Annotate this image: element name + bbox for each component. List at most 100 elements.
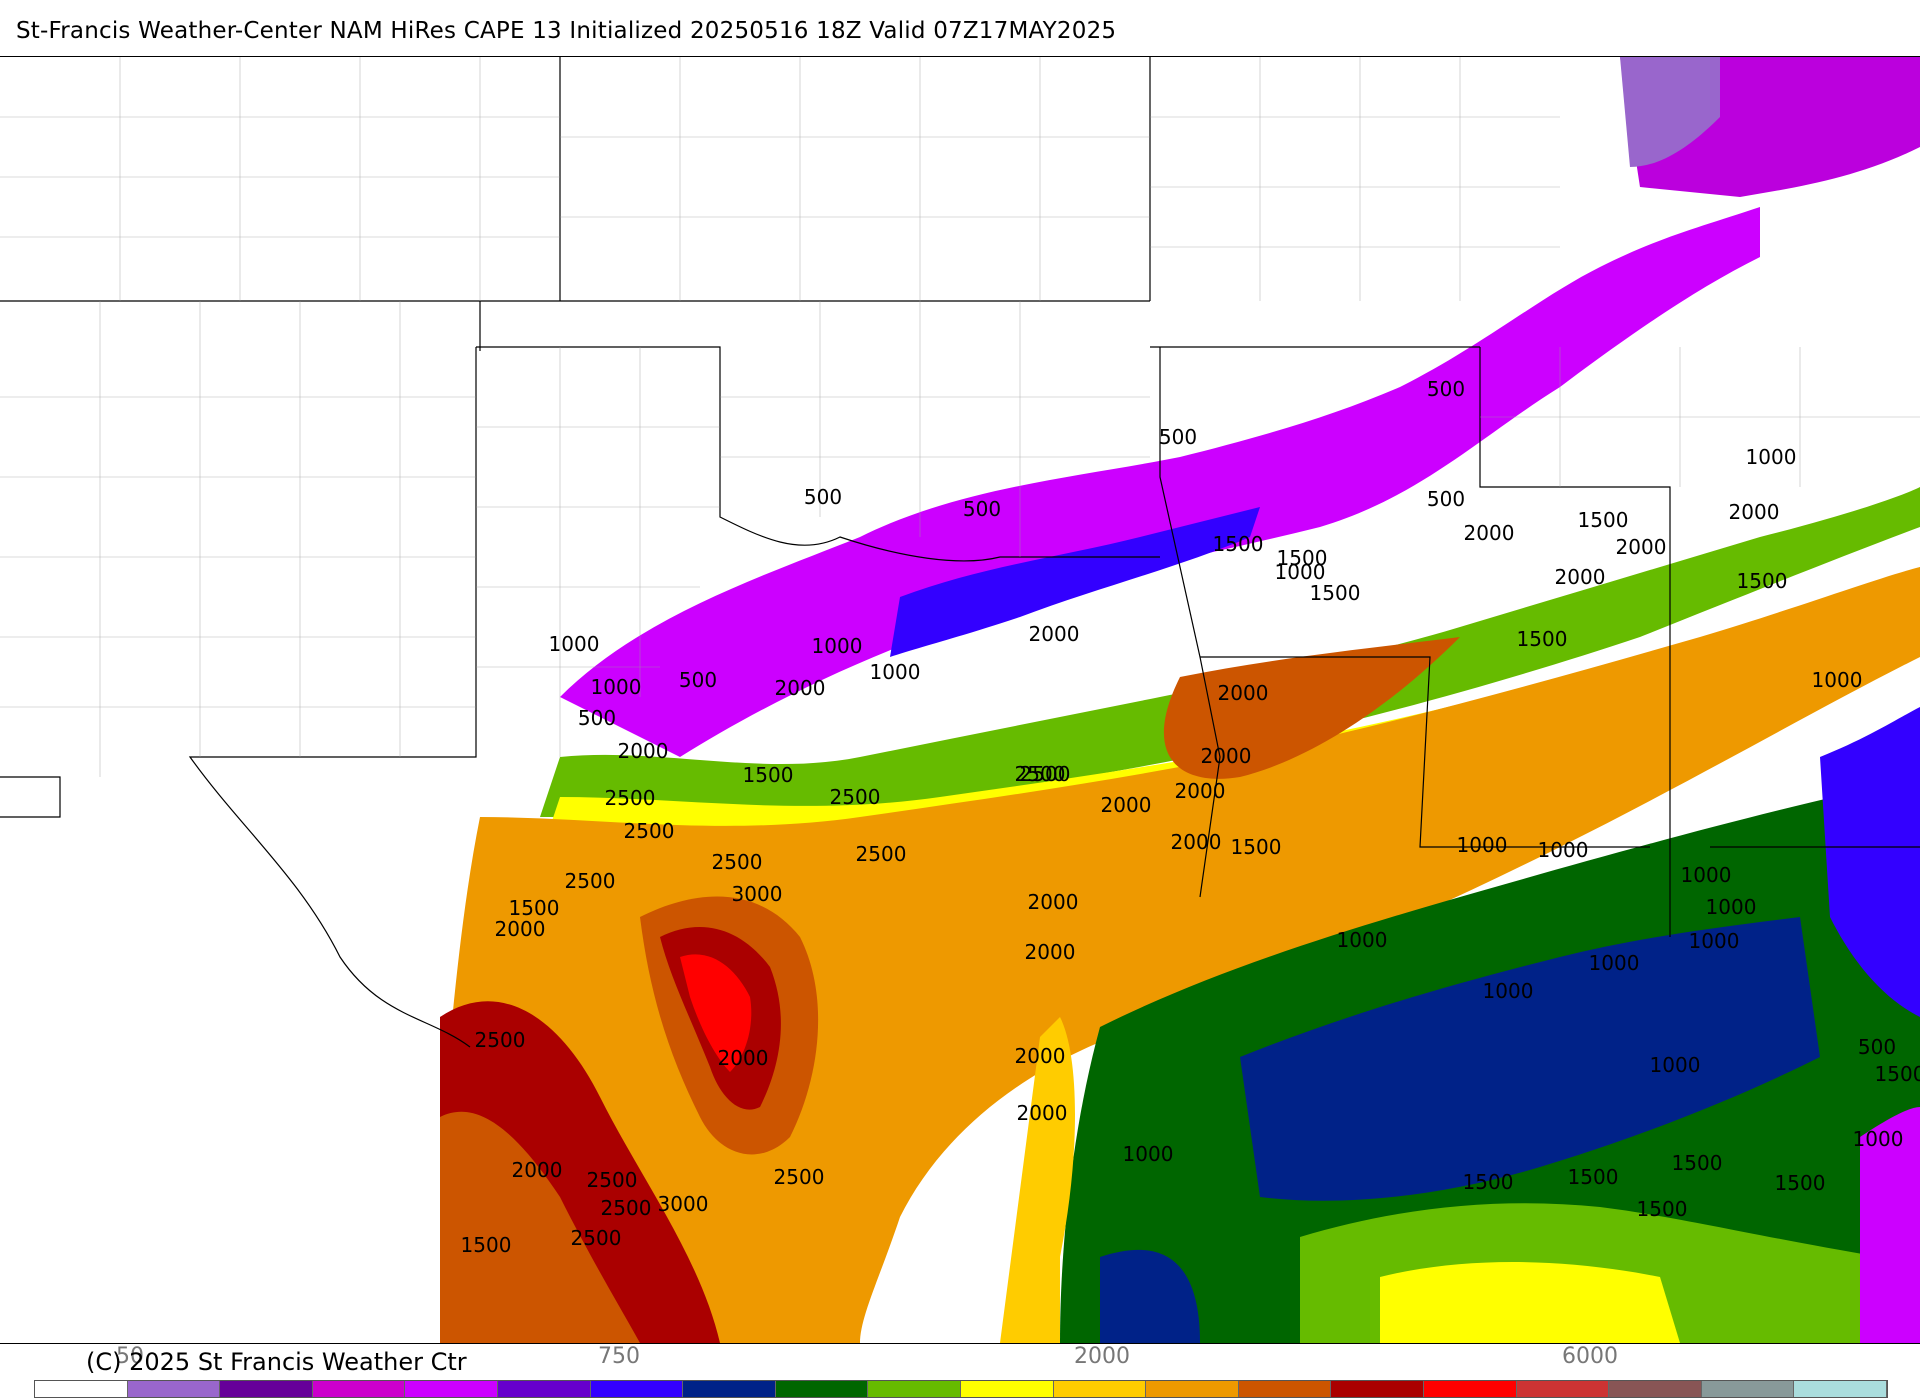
contour-label: 1500 <box>1737 569 1788 593</box>
contour-label: 500 <box>963 497 1001 521</box>
contour-label: 1000 <box>1538 838 1589 862</box>
colorbar-swatch <box>405 1381 498 1397</box>
contour-label: 2500 <box>475 1028 526 1052</box>
contour-label: 1500 <box>1517 627 1568 651</box>
contour-label: 2000 <box>1616 535 1667 559</box>
contour-label: 2500 <box>624 819 675 843</box>
contour-label: 2500 <box>856 842 907 866</box>
contour-label: 2000 <box>1218 681 1269 705</box>
colorbar-swatch <box>312 1381 406 1397</box>
contour-label: 1000 <box>1812 668 1863 692</box>
contour-label: 1000 <box>812 634 863 658</box>
contour-label: 3000 <box>732 882 783 906</box>
contour-label: 500 <box>1159 425 1197 449</box>
contour-label: 1000 <box>1681 863 1732 887</box>
contour-label: 2500 <box>587 1168 638 1192</box>
colorbar-tick-label: 2000 <box>1074 1344 1130 1369</box>
colorbar-swatch <box>590 1381 684 1397</box>
contour-label: 2500 <box>571 1226 622 1250</box>
contour-label: 2000 <box>1029 622 1080 646</box>
contour-label: 2000 <box>1201 744 1252 768</box>
contour-label: 500 <box>1427 377 1465 401</box>
contour-label: 2500 <box>712 850 763 874</box>
contour-label: 1000 <box>1589 951 1640 975</box>
contour-label: 1000 <box>1650 1053 1701 1077</box>
contour-label: 1000 <box>1689 929 1740 953</box>
contour-label: 1500 <box>1231 835 1282 859</box>
contour-label: 2500 <box>830 785 881 809</box>
cape-fill-layer <box>440 57 1920 1343</box>
colorbar-swatch <box>1146 1381 1239 1397</box>
contour-label: 2000 <box>512 1158 563 1182</box>
colorbar-swatch <box>1794 1381 1887 1397</box>
colorbar-swatch <box>1238 1381 1332 1397</box>
contour-label: 1000 <box>1457 833 1508 857</box>
contour-label: 1000 <box>1123 1142 1174 1166</box>
contour-label: 1000 <box>870 660 921 684</box>
colorbar-swatch <box>35 1381 128 1397</box>
contour-label: 2000 <box>1555 565 1606 589</box>
contour-label: 1500 <box>1672 1151 1723 1175</box>
colorbar-tick-label: 750 <box>598 1344 640 1369</box>
cape-colorbar <box>34 1380 1888 1398</box>
county-boundaries <box>0 57 1920 777</box>
contour-label: 1500 <box>1310 581 1361 605</box>
contour-label: 2500 <box>601 1196 652 1220</box>
colorbar-tick-label: 50 <box>116 1344 144 1369</box>
contour-label: 2000 <box>1017 1101 1068 1125</box>
colorbar-swatch <box>683 1381 776 1397</box>
colorbar-tick-label: 6000 <box>1562 1344 1618 1369</box>
copyright-notice: (C) 2025 St Francis Weather Ctr <box>86 1348 467 1376</box>
contour-label: 1500 <box>1875 1062 1920 1086</box>
contour-label: 2000 <box>1015 1044 1066 1068</box>
contour-label: 500 <box>1858 1035 1896 1059</box>
contour-label: 1000 <box>591 675 642 699</box>
contour-label: 1500 <box>461 1233 512 1257</box>
contour-label: 2500 <box>565 869 616 893</box>
contour-label: 2000 <box>1025 940 1076 964</box>
contour-label: 1000 <box>1337 928 1388 952</box>
colorbar-swatch <box>220 1381 313 1397</box>
colorbar-swatch <box>1609 1381 1702 1397</box>
contour-label: 2500 <box>1020 762 1071 786</box>
contour-label: 1500 <box>1568 1165 1619 1189</box>
contour-label: 2000 <box>495 917 546 941</box>
contour-label: 500 <box>578 706 616 730</box>
contour-label: 1500 <box>743 763 794 787</box>
colorbar-swatch <box>1516 1381 1610 1397</box>
contour-label: 2500 <box>1015 762 1066 786</box>
contour-label: 500 <box>679 668 717 692</box>
contour-label: 1500 <box>1463 1170 1514 1194</box>
contour-label: 2000 <box>1464 521 1515 545</box>
cape-map: 500 500 500 500 500 500 500 500 1000 1000 1000 1000… <box>0 56 1920 1344</box>
colorbar-swatch <box>1701 1381 1795 1397</box>
contour-labels: 500 500 500 500 500 500 500 500 1000 1000 1000 1000… <box>461 377 1920 1257</box>
map-title: St-Francis Weather-Center NAM HiRes CAPE… <box>16 18 1117 44</box>
contour-label: 1500 <box>1213 532 1264 556</box>
contour-label: 2500 <box>605 786 656 810</box>
contour-label: 2500 <box>774 1165 825 1189</box>
colorbar-swatch <box>868 1381 961 1397</box>
contour-label: 500 <box>804 485 842 509</box>
contour-label: 1500 <box>509 896 560 920</box>
contour-label: 2000 <box>1175 779 1226 803</box>
contour-label: 1000 <box>1853 1127 1904 1151</box>
colorbar-swatch <box>1053 1381 1147 1397</box>
contour-label: 2000 <box>775 676 826 700</box>
contour-label: 1000 <box>1275 560 1326 584</box>
contour-label: 1000 <box>1746 445 1797 469</box>
contour-label: 1000 <box>1483 979 1534 1003</box>
colorbar-swatch <box>1423 1381 1517 1397</box>
colorbar-swatch <box>775 1381 869 1397</box>
contour-label: 1500 <box>1277 546 1328 570</box>
contour-label: 2000 <box>718 1046 769 1070</box>
contour-label: 2000 <box>1171 830 1222 854</box>
contour-label: 1500 <box>1775 1171 1826 1195</box>
contour-label: 500 <box>1427 487 1465 511</box>
contour-label: 1500 <box>1578 508 1629 532</box>
contour-label: 2000 <box>1101 793 1152 817</box>
colorbar-swatch <box>1331 1381 1424 1397</box>
contour-label: 2000 <box>1028 890 1079 914</box>
colorbar-swatch <box>960 1381 1054 1397</box>
colorbar-swatch <box>497 1381 591 1397</box>
